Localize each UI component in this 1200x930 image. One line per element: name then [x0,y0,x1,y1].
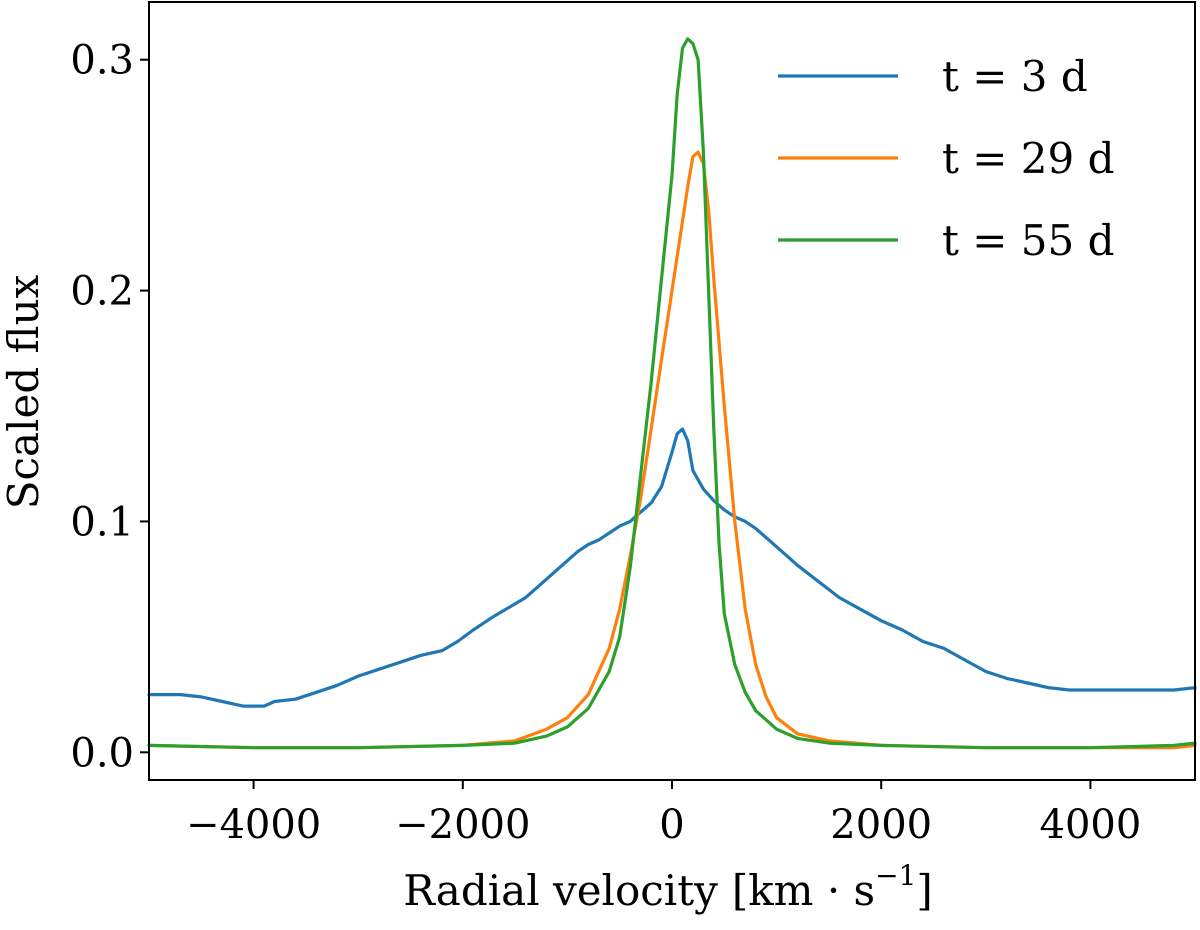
x-tick-label: 0 [659,802,684,848]
plot-frame [148,1,1196,781]
y-tick-label: 0.2 [70,269,134,315]
x-tick-label: −4000 [186,802,321,848]
series-layer [147,37,1197,750]
y-axis: 0.0 0.1 0.2 0.3 [70,38,149,776]
y-tick-label: 0.1 [70,499,134,545]
x-axis-label-unit-exponent: −1 [875,859,916,892]
x-tick-label: 2000 [830,802,932,848]
series-line-1 [147,427,1197,708]
x-axis-label-unit: [km · s [732,866,875,915]
x-axis-label: Radial velocity [km · s−1] [403,859,933,915]
legend: t = 3 d t = 29 d t = 55 d [778,52,1114,265]
legend-label-2: t = 29 d [942,134,1114,183]
x-tick-label: 4000 [1040,802,1142,848]
legend-label-1: t = 3 d [942,52,1088,101]
x-axis-label-text: Radial velocity [403,866,718,915]
y-tick-label: 0.0 [70,730,134,776]
x-tick-label: −2000 [395,802,530,848]
series-line-2 [147,150,1197,750]
x-axis: −4000 −2000 0 2000 4000 [186,780,1141,848]
x-axis-label-unit-close: ] [916,866,932,915]
y-axis-label: Scaled flux [0,274,48,509]
y-tick-label: 0.3 [70,38,134,84]
series-line-3 [147,37,1197,750]
legend-label-3: t = 55 d [942,216,1114,265]
